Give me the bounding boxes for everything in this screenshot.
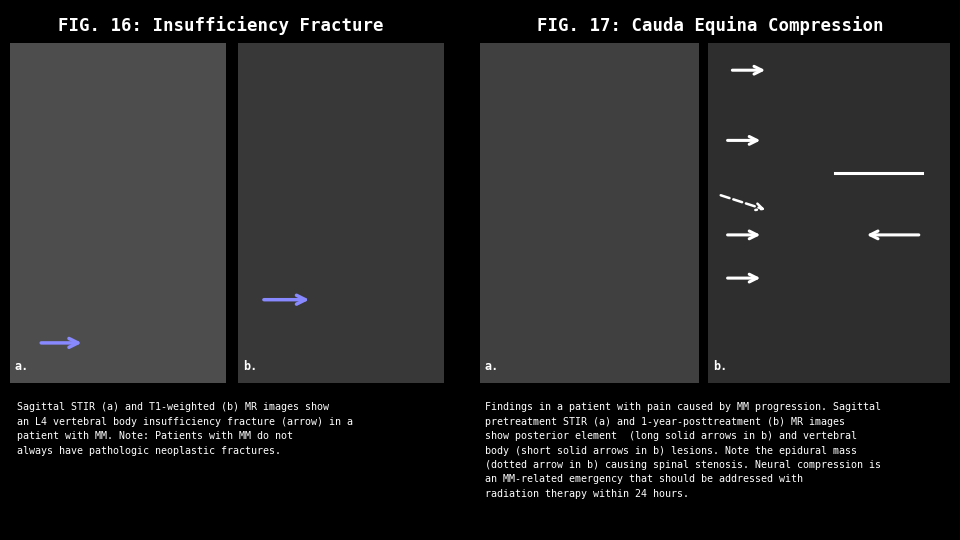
Bar	[238, 43, 444, 383]
Bar	[708, 43, 950, 383]
Text: FIG. 17: Cauda Equina Compression: FIG. 17: Cauda Equina Compression	[538, 16, 883, 35]
Bar	[480, 43, 699, 383]
Text: Findings in a patient with pain caused by MM progression. Sagittal
pretreatment : Findings in a patient with pain caused b…	[485, 402, 881, 499]
Text: b.: b.	[713, 360, 728, 373]
Text: FIG. 16: Insufficiency Fracture: FIG. 16: Insufficiency Fracture	[58, 16, 384, 35]
Text: a.: a.	[14, 360, 29, 373]
Text: b.: b.	[243, 360, 257, 373]
Text: Sagittal STIR (a) and T1-weighted (b) MR images show
an L4 vertebral body insuff: Sagittal STIR (a) and T1-weighted (b) MR…	[17, 402, 353, 456]
Text: a.: a.	[485, 360, 499, 373]
Bar	[10, 43, 226, 383]
